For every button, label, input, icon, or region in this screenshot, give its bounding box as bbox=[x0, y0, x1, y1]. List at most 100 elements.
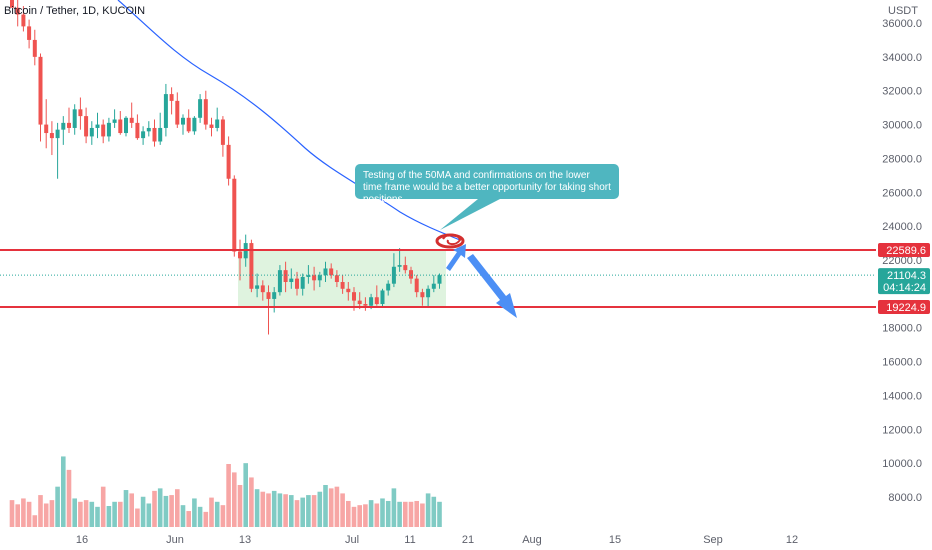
volume-bar bbox=[163, 495, 169, 527]
price-tick-label: 10000.0 bbox=[882, 458, 922, 470]
volume-bar bbox=[437, 501, 442, 527]
candle-body bbox=[232, 178, 237, 252]
price-axis: 36000.0 34000.0 32000.0 30000.0 28000.0 26000… bbox=[878, 18, 930, 504]
volume-bar bbox=[294, 500, 300, 527]
price-tick-label: 8000.0 bbox=[888, 492, 922, 504]
candle-body bbox=[226, 144, 231, 179]
candle-body bbox=[414, 278, 419, 293]
candle-body bbox=[152, 127, 157, 142]
volume-bar bbox=[169, 495, 174, 527]
candle-body bbox=[340, 282, 345, 289]
volume-bar bbox=[357, 505, 362, 527]
volume-bar bbox=[135, 508, 140, 527]
candle-body bbox=[72, 109, 77, 128]
volume-bar bbox=[397, 501, 402, 527]
candle-body bbox=[289, 278, 294, 283]
candle-body bbox=[266, 292, 271, 299]
volume-bar bbox=[311, 495, 317, 527]
candle-body bbox=[112, 119, 117, 123]
candle-body bbox=[27, 26, 32, 40]
volume-bar bbox=[209, 497, 214, 527]
last-price-countdown: 04:14:24 bbox=[883, 282, 926, 294]
price-tick-label: 14000.0 bbox=[882, 390, 922, 402]
volume-bar bbox=[186, 511, 191, 527]
volume-bar bbox=[123, 490, 129, 527]
volume-bar bbox=[192, 498, 197, 527]
annotation-callout[interactable]: Testing of the 50MA and confirmations on… bbox=[355, 164, 619, 205]
candle-body bbox=[380, 290, 385, 305]
price-tick-label: 22000.0 bbox=[882, 255, 922, 267]
candle-body bbox=[186, 117, 191, 132]
candle-body bbox=[169, 94, 174, 101]
time-tick-label: Aug bbox=[522, 534, 542, 546]
volume-bar bbox=[180, 505, 186, 527]
volume-bar bbox=[112, 501, 117, 527]
time-tick-label: 15 bbox=[609, 534, 621, 546]
volume-bar bbox=[237, 485, 243, 527]
price-tick-label: 30000.0 bbox=[882, 120, 922, 132]
volume-bar bbox=[363, 504, 368, 527]
circle-scribble bbox=[442, 233, 462, 246]
candle-body bbox=[357, 300, 362, 305]
candle-body bbox=[220, 119, 225, 145]
candle-body bbox=[21, 14, 26, 27]
volume-bar bbox=[61, 456, 66, 527]
candle-body bbox=[329, 268, 334, 276]
candle-body bbox=[352, 292, 356, 301]
volume-bar bbox=[89, 501, 95, 527]
volume-bar bbox=[260, 491, 266, 527]
volume-bar bbox=[129, 493, 134, 527]
candle-body bbox=[61, 122, 66, 130]
volume-bar bbox=[289, 495, 294, 527]
volume-bar bbox=[72, 498, 77, 527]
candle-body bbox=[374, 297, 379, 305]
volume-bar bbox=[243, 463, 248, 527]
candle-body bbox=[67, 122, 71, 128]
candle-body bbox=[426, 288, 431, 298]
volume-histogram bbox=[9, 456, 442, 527]
candle-body bbox=[135, 122, 140, 139]
time-tick-label: 11 bbox=[404, 534, 415, 546]
volume-bar bbox=[9, 500, 15, 527]
volume-bar bbox=[403, 501, 408, 527]
down-arrow bbox=[467, 254, 517, 318]
candle-body bbox=[317, 275, 322, 281]
candle-body bbox=[15, 7, 20, 15]
candle-body bbox=[397, 265, 402, 267]
price-tick-label: 32000.0 bbox=[882, 86, 922, 98]
resistance-price-value: 22589.6 bbox=[886, 245, 926, 257]
price-tick-label: 26000.0 bbox=[882, 187, 922, 199]
candle-body bbox=[146, 127, 151, 132]
volume-bar bbox=[226, 464, 231, 527]
candle-body bbox=[49, 133, 54, 139]
resistance-price-tag bbox=[878, 243, 930, 258]
volume-bar bbox=[197, 506, 203, 527]
symbol-title[interactable]: Bitcoin / Tether, 1D, KUCOIN bbox=[4, 5, 146, 17]
volume-bar bbox=[38, 495, 43, 527]
currency-label: USDT bbox=[888, 5, 918, 17]
volume-bar bbox=[43, 503, 49, 527]
candle-body bbox=[198, 99, 203, 118]
volume-bar bbox=[100, 486, 106, 527]
time-tick-label: Jun bbox=[166, 534, 184, 546]
price-tick-label: 18000.0 bbox=[882, 323, 922, 335]
candle-body bbox=[277, 270, 282, 293]
volume-bar bbox=[78, 501, 83, 527]
candle-body bbox=[89, 127, 94, 137]
volume-bar bbox=[420, 503, 425, 527]
volume-bar bbox=[277, 493, 283, 527]
time-tick-label: Sep bbox=[703, 534, 723, 546]
last-price-tag bbox=[878, 268, 930, 295]
candle-body bbox=[238, 251, 242, 259]
volume-bar bbox=[146, 503, 152, 527]
candle-body bbox=[106, 122, 111, 137]
volume-bar bbox=[346, 500, 351, 527]
candle-body bbox=[306, 275, 311, 277]
volume-bar bbox=[334, 486, 340, 527]
candle-body bbox=[78, 109, 83, 117]
candle-body bbox=[312, 275, 317, 281]
candle-body bbox=[323, 268, 328, 276]
candle-body bbox=[129, 117, 134, 123]
volume-bar bbox=[203, 511, 209, 527]
